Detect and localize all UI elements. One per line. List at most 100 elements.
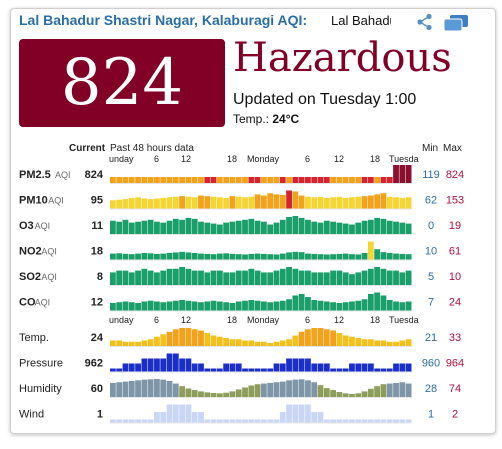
bar [298,177,305,183]
updated-time: Updated on Tuesday 1:00 [233,91,417,108]
bar [141,253,148,260]
bar [279,177,286,183]
bar [229,391,236,397]
bar [323,388,330,397]
bar [179,358,185,372]
bar [185,404,192,423]
bar [147,253,154,260]
bar [204,196,211,209]
bar [286,339,292,346]
bar [154,336,160,346]
bar [128,197,135,209]
mid-tick-label: Tuesda [389,315,419,325]
share-icon[interactable] [416,13,434,31]
bar [254,194,261,209]
bar [292,251,299,260]
bar [336,196,343,209]
bar [204,253,211,260]
bar [399,382,406,397]
max-value: 2 [452,409,458,421]
bar [292,268,299,285]
bar [135,253,141,260]
bar [204,301,211,311]
bar [311,412,318,423]
bar [254,419,261,423]
bar [216,197,223,209]
bar [336,419,343,423]
bar [393,270,399,285]
bar [393,221,399,234]
min-value: 28 [425,383,437,395]
series-unit: AQI [41,247,57,257]
bar [399,253,406,260]
bar [179,386,185,397]
current-value: 60 [91,383,103,395]
bar [374,386,381,397]
window-icon[interactable] [443,14,469,32]
past-48h-header: Past 48 hours data [110,143,194,154]
bar [172,300,179,311]
bar [110,253,116,260]
bar [135,380,141,397]
bar [223,253,230,260]
bar [355,338,362,346]
bar [223,197,230,209]
bar [267,382,274,397]
bar [172,196,179,209]
bar [349,301,355,311]
bar [160,412,167,423]
bar [185,358,192,372]
bar [305,270,311,285]
max-value: 74 [449,383,461,395]
series-unit: AQI [48,196,64,206]
bar [349,224,355,234]
bar [267,254,274,260]
bar [191,301,198,311]
bar [336,270,343,285]
bar [229,419,236,423]
mid-tick-label: 6 [154,315,159,325]
bar [355,300,362,311]
bar [386,368,393,372]
bar [210,196,217,209]
bar [210,335,217,346]
series-name: SO2 [19,271,41,283]
series-unit: AQI [35,298,51,308]
bar [179,404,185,423]
bar [204,368,211,372]
top-tick-label: Monday [247,154,280,164]
mid-tick-label: unday [109,315,134,325]
bar [355,254,362,260]
station-title-link[interactable]: Lal Bahadur Shastri Nagar, Kalaburagi AQ… [19,12,308,28]
bar [128,254,135,260]
bar [405,363,412,372]
bar [154,379,160,397]
bar [216,393,223,397]
bar [135,221,141,234]
bar [116,302,123,311]
bar [235,254,242,260]
bar [128,177,135,183]
bar [286,299,292,311]
bar [154,358,160,372]
bar [135,303,141,311]
bar [223,272,230,285]
bar [305,177,311,183]
bar [323,363,330,372]
bar [279,194,286,209]
bar [286,177,292,183]
bar [191,390,198,397]
bar [166,253,173,260]
bar [204,222,211,234]
bar [342,368,349,372]
bar [367,339,374,346]
bar [393,165,399,183]
bar [191,363,198,372]
bar [179,300,185,311]
bar [172,268,179,285]
top-tick-label: unday [109,154,134,164]
bar [374,368,381,372]
bar [198,177,204,183]
bar [305,219,311,234]
bar [110,303,116,311]
